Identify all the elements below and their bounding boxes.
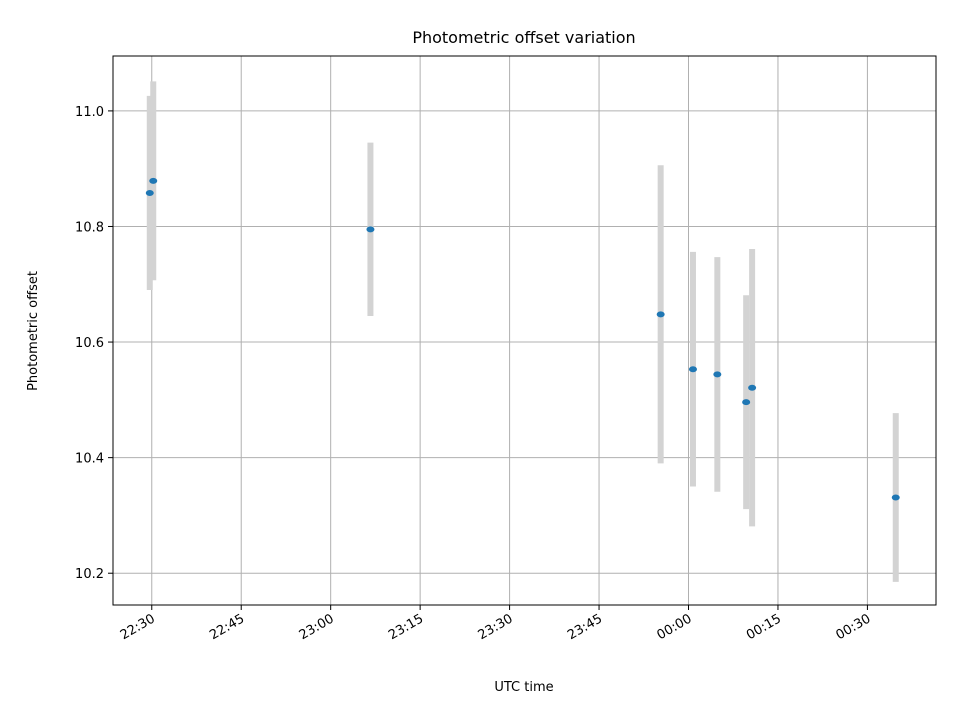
grid: [113, 56, 936, 605]
y-axis-label: Photometric offset: [26, 271, 41, 391]
y-tick-label: 10.4: [75, 452, 104, 467]
y-tick-label: 10.2: [75, 567, 104, 582]
x-tick-label: 23:30: [476, 611, 516, 643]
x-tick-label: 00:30: [833, 611, 873, 643]
y-tick-label: 10.8: [75, 220, 104, 235]
y-axis-ticks: 10.2 10.4 10.6 10.8 11.0: [75, 105, 113, 582]
x-tick-label: 23:45: [565, 611, 605, 643]
x-tick-label: 00:00: [655, 611, 695, 643]
x-tick-label: 23:15: [386, 611, 426, 643]
data-point: [146, 190, 154, 196]
data-point: [657, 311, 665, 317]
x-axis-label: UTC time: [494, 680, 553, 695]
data-point: [689, 366, 697, 372]
x-tick-label: 22:30: [118, 611, 158, 643]
data-point: [149, 178, 157, 184]
x-axis-ticks: 22:30 22:45 23:00 23:15 23:30 23:45 00:00 00:15…: [118, 605, 874, 643]
y-tick-label: 11.0: [75, 105, 104, 120]
data-point: [892, 495, 900, 501]
error-bars: [150, 81, 896, 581]
x-tick-label: 22:45: [207, 611, 247, 643]
data-point: [366, 226, 374, 232]
y-tick-label: 10.6: [75, 336, 104, 351]
data-point: [742, 399, 750, 405]
x-tick-label: 00:15: [744, 611, 784, 643]
chart-title: Photometric offset variation: [412, 28, 635, 47]
x-tick-label: 23:00: [297, 611, 337, 643]
data-point: [713, 371, 721, 377]
data-point: [748, 385, 756, 391]
plot-area-frame: [113, 56, 936, 605]
